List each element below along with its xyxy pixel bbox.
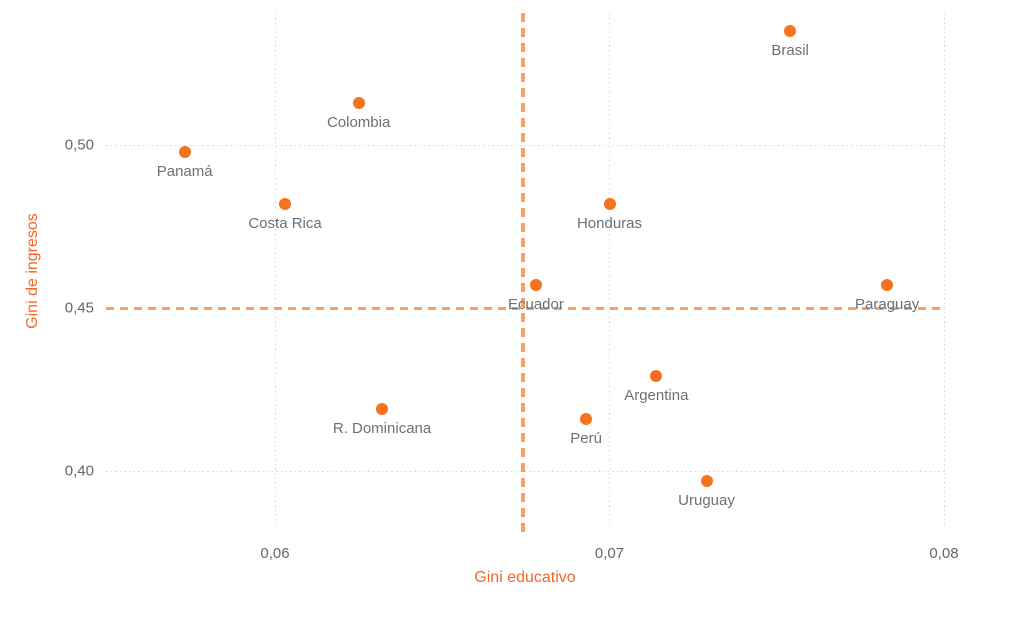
data-point[interactable] — [700, 474, 713, 487]
data-point[interactable] — [352, 96, 365, 109]
data-point[interactable] — [376, 403, 389, 416]
data-point[interactable] — [279, 197, 292, 210]
x-gridline — [609, 13, 610, 528]
x-gridline — [274, 13, 276, 528]
data-point-label: Perú — [570, 429, 602, 447]
data-point[interactable] — [529, 279, 542, 292]
data-point-label: R. Dominicana — [332, 420, 432, 438]
vertical-reference-line — [520, 13, 525, 538]
y-gridline — [106, 470, 945, 472]
data-point-label: Argentina — [624, 387, 689, 405]
x-tick-label: 0,07 — [594, 545, 625, 562]
y-gridline — [106, 144, 945, 146]
x-gridline — [943, 13, 945, 528]
x-tick-label: 0,06 — [260, 545, 290, 562]
data-point[interactable] — [881, 279, 894, 292]
data-point-label: Ecuador — [507, 296, 564, 314]
y-tick-label: 0,45 — [64, 299, 94, 317]
data-point[interactable] — [178, 145, 191, 158]
y-tick-label: 0,40 — [64, 462, 94, 480]
data-point[interactable] — [650, 370, 663, 383]
data-point-label: Uruguay — [678, 491, 735, 509]
data-point[interactable] — [784, 24, 797, 37]
data-point-label: Panamá — [156, 162, 213, 180]
y-tick-label: 0,50 — [64, 136, 94, 154]
x-tick-label: 0,08 — [929, 545, 959, 562]
data-point-label: Honduras — [576, 214, 643, 232]
data-point[interactable] — [603, 197, 616, 210]
horizontal-reference-line — [106, 306, 945, 310]
data-point-label: Costa Rica — [248, 214, 322, 232]
data-point-label: Brasil — [771, 41, 809, 59]
data-point-label: Colombia — [326, 113, 391, 131]
data-point-label: Paraguay — [855, 296, 920, 314]
x-axis-title: Gini educativo — [474, 569, 576, 586]
data-point[interactable] — [580, 412, 593, 425]
